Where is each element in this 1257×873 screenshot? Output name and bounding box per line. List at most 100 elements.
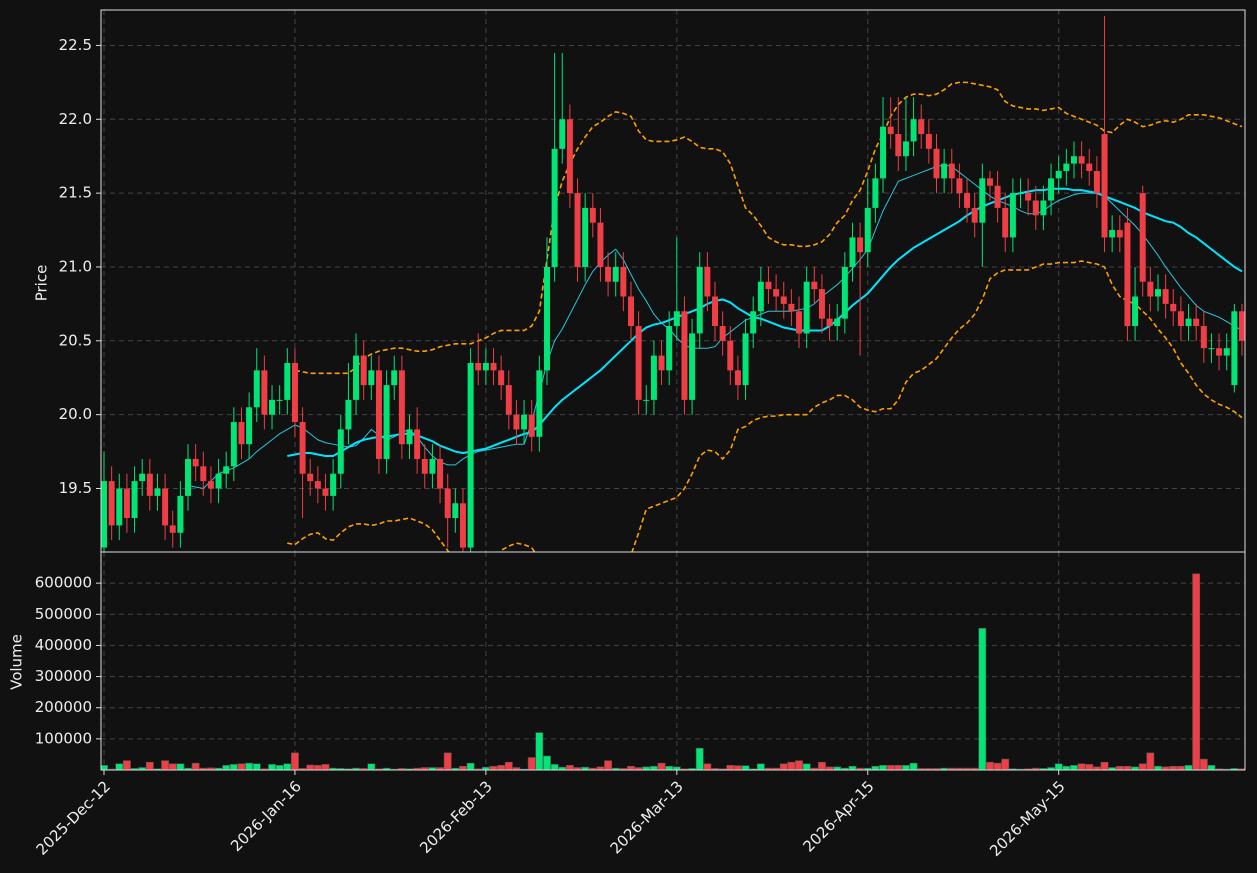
candle-body bbox=[559, 119, 566, 149]
candle-body bbox=[192, 458, 199, 467]
candle-body bbox=[269, 399, 276, 415]
candle-body bbox=[1147, 281, 1154, 297]
candle-body bbox=[276, 399, 283, 401]
candle-body bbox=[521, 414, 528, 430]
volume-bar bbox=[879, 765, 887, 770]
candle-body bbox=[650, 355, 657, 400]
candle-body bbox=[788, 303, 795, 312]
candle-body bbox=[1223, 348, 1230, 356]
plot-frame bbox=[100, 551, 1246, 771]
candle-body bbox=[383, 385, 390, 459]
volume-bar bbox=[527, 757, 536, 770]
volume-bar bbox=[313, 765, 322, 770]
candle-body bbox=[1040, 200, 1047, 216]
candle-body bbox=[1231, 311, 1238, 386]
candle-body bbox=[131, 481, 138, 519]
volume-bar bbox=[1039, 768, 1048, 770]
candle-body bbox=[979, 178, 986, 223]
candle-body bbox=[1025, 193, 1032, 201]
candle-body bbox=[887, 126, 894, 135]
candle-body bbox=[452, 503, 459, 519]
candle-body bbox=[421, 458, 428, 474]
candle-body bbox=[734, 370, 741, 386]
y-tick-label: 200000 bbox=[35, 698, 92, 716]
candle-body bbox=[459, 503, 466, 548]
volume-bar bbox=[359, 768, 368, 770]
candle-body bbox=[207, 481, 214, 489]
volume-bar bbox=[726, 765, 735, 770]
volume-bar bbox=[833, 766, 842, 770]
candle-body bbox=[1093, 170, 1100, 194]
candle-body bbox=[643, 399, 650, 401]
volume-bar bbox=[543, 755, 551, 770]
volume-bar bbox=[993, 762, 1002, 770]
volume-bar bbox=[1230, 768, 1239, 770]
candle-body bbox=[864, 207, 871, 253]
volume-bar bbox=[917, 768, 926, 770]
volume-bar bbox=[252, 763, 261, 770]
volume-bar bbox=[336, 768, 345, 770]
candle-body bbox=[498, 370, 505, 386]
candle-body bbox=[597, 222, 604, 267]
volume-bar bbox=[550, 764, 559, 770]
candle-body bbox=[505, 385, 512, 415]
candle-body bbox=[1154, 289, 1161, 297]
candle-body bbox=[353, 355, 360, 400]
volume-bar bbox=[130, 768, 139, 770]
candle-body bbox=[375, 370, 382, 459]
candle-body bbox=[658, 355, 665, 371]
candle-body bbox=[605, 266, 612, 282]
volume-bar bbox=[481, 766, 490, 770]
candle-body bbox=[406, 429, 413, 445]
volume-bar bbox=[688, 768, 696, 770]
candle-body bbox=[704, 266, 711, 297]
candle-body bbox=[849, 237, 856, 267]
candle-body bbox=[307, 473, 314, 482]
volume-bar bbox=[1001, 758, 1010, 770]
volume-bar bbox=[459, 765, 467, 770]
candle-body bbox=[314, 481, 321, 489]
volume-bar bbox=[604, 760, 612, 770]
volume-bar bbox=[795, 760, 803, 770]
candle-body bbox=[719, 326, 726, 341]
volume-bar bbox=[176, 763, 185, 770]
candle-body bbox=[872, 178, 879, 208]
y-axis-label: Volume bbox=[8, 634, 26, 690]
volume-bar bbox=[1161, 766, 1170, 770]
candle-body bbox=[1162, 289, 1169, 304]
candle-body bbox=[1101, 134, 1108, 238]
band-line bbox=[287, 260, 1243, 552]
candle-body bbox=[337, 429, 344, 474]
candle-body bbox=[589, 207, 596, 223]
candle-body bbox=[200, 466, 207, 482]
band-line bbox=[294, 81, 1243, 375]
volume-bar bbox=[229, 764, 238, 770]
volume-bar bbox=[1154, 765, 1162, 770]
candle-body bbox=[1239, 311, 1245, 341]
candle-body bbox=[162, 488, 169, 526]
candle-body bbox=[1048, 178, 1055, 201]
volume-bar bbox=[504, 761, 513, 770]
candle-body bbox=[482, 362, 489, 371]
candle-body bbox=[574, 193, 581, 267]
candle-body bbox=[513, 414, 520, 430]
y-tick-label: 21.5 bbox=[59, 184, 92, 202]
candle-body bbox=[1200, 326, 1207, 349]
y-tick-label: 300000 bbox=[35, 667, 92, 685]
volume-bar bbox=[1138, 763, 1147, 770]
volume-bar bbox=[871, 765, 880, 770]
average-line bbox=[187, 164, 1243, 490]
candle-body bbox=[414, 429, 421, 459]
grid-layer bbox=[101, 10, 1245, 770]
candle-body bbox=[246, 407, 253, 445]
volume-bar bbox=[902, 765, 910, 770]
candle-body bbox=[834, 318, 841, 327]
volume-bar bbox=[191, 762, 200, 770]
volume-bar bbox=[932, 768, 941, 770]
volume-bar bbox=[145, 761, 154, 770]
candle-body bbox=[215, 473, 222, 489]
volume-bar bbox=[168, 763, 177, 770]
volume-bar bbox=[848, 765, 857, 770]
